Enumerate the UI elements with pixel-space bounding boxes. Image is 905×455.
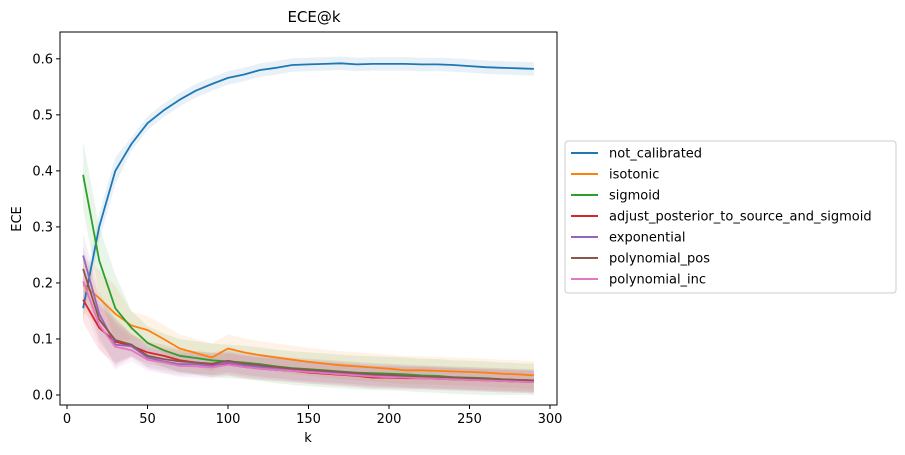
y-tick-label: 0.0: [32, 389, 53, 404]
x-tick-label: 50: [139, 412, 156, 427]
legend-frame: [564, 140, 897, 294]
x-tick-label: 300: [538, 412, 563, 427]
line-polynomial_pos: [82, 268, 534, 382]
x-tick-label: 100: [216, 412, 241, 427]
chart-title: ECE@k: [287, 8, 340, 26]
y-tick-label: 0.4: [32, 164, 53, 179]
band-exponential: [83, 233, 534, 393]
band-polynomial_pos: [83, 246, 534, 392]
y-tick-label: 0.2: [32, 276, 53, 291]
band-polynomial_inc: [83, 258, 534, 394]
x-tick-label: 250: [457, 412, 482, 427]
legend-label: not_calibrated: [609, 147, 702, 162]
x-axis-label: k: [304, 431, 312, 446]
y-tick-label: 0.3: [32, 220, 53, 235]
y-tick-label: 0.5: [32, 108, 53, 123]
y-axis-label: ECE: [10, 206, 25, 232]
band-sigmoid: [83, 141, 534, 395]
line-isotonic: [82, 283, 534, 377]
x-tick-label: 200: [377, 412, 402, 427]
y-tick-label: 0.1: [32, 332, 53, 347]
x-tick-label: 0: [63, 412, 71, 427]
legend-label: polynomial_pos: [609, 252, 710, 267]
line-polynomial_inc: [82, 280, 534, 383]
band-isotonic: [83, 256, 534, 390]
band-not_calibrated: [83, 56, 534, 322]
series-lines: [82, 62, 534, 383]
y-tick-label: 0.6: [32, 52, 53, 67]
x-axis: 0 50 100 150 200 250 300: [63, 405, 563, 427]
legend: not_calibrated isotonic sigmoid adjust_post…: [564, 140, 897, 294]
legend-label: adjust_posterior_to_source_and_sigmoid: [609, 210, 872, 225]
line-not_calibrated: [82, 62, 534, 309]
x-tick-label: 150: [296, 412, 321, 427]
y-axis: 0.0 0.1 0.2 0.3 0.4 0.5 0.6: [32, 52, 60, 404]
legend-label: polynomial_inc: [609, 273, 706, 288]
legend-label: exponential: [609, 231, 685, 246]
legend-label: isotonic: [609, 168, 659, 183]
legend-label: sigmoid: [609, 189, 660, 204]
